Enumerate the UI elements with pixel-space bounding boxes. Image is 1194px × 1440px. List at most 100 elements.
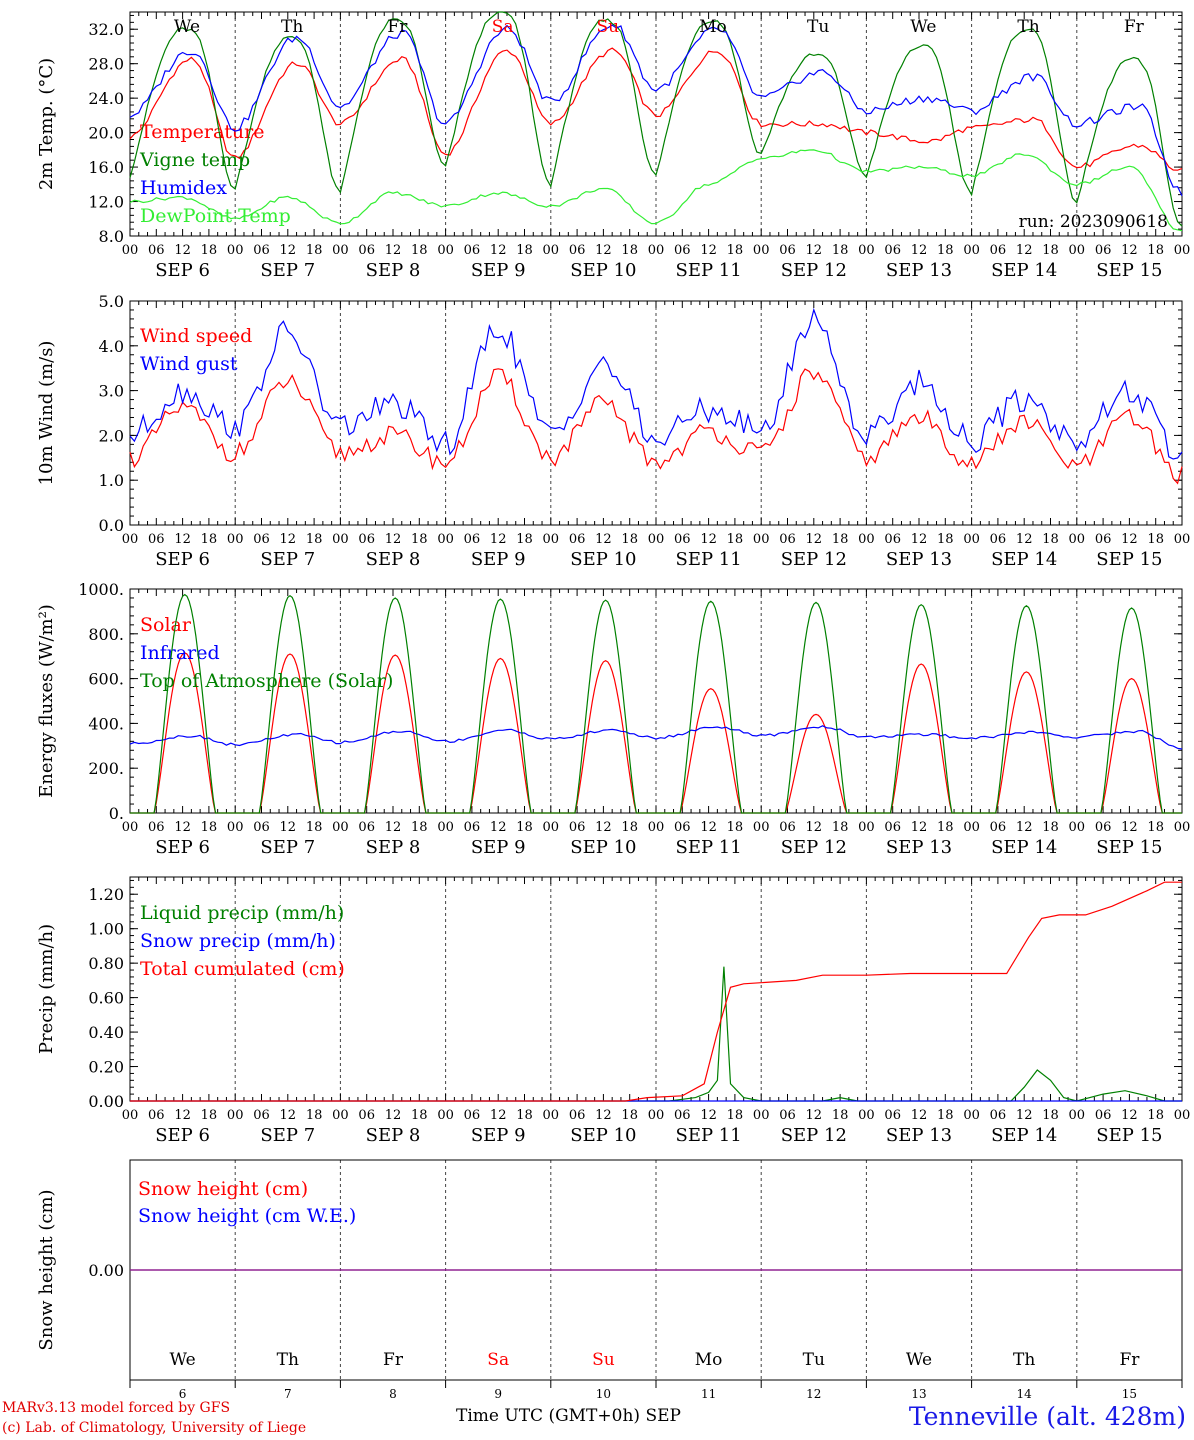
x-hour-label: 18: [937, 532, 954, 547]
x-hour-label: 00: [543, 1108, 560, 1123]
x-hour-label: 06: [884, 532, 901, 547]
x-date-label: SEP 14: [991, 549, 1057, 570]
x-hour-label: 12: [595, 1108, 612, 1123]
weekday-label-bottom: Th: [277, 1350, 299, 1370]
x-hour-label: 00: [122, 532, 139, 547]
day-number-label: 9: [494, 1387, 502, 1401]
y-tick-label: 12.0: [88, 193, 124, 212]
x-hour-label: 12: [911, 243, 928, 258]
day-number-label: 15: [1122, 1387, 1137, 1401]
x-hour-label: 12: [1121, 1108, 1138, 1123]
x-hour-label: 18: [411, 532, 428, 547]
legend-entry: Liquid precip (mm/h): [140, 902, 344, 924]
weekday-label-bottom: Fr: [383, 1350, 404, 1370]
x-hour-label: 12: [1121, 243, 1138, 258]
x-hour-label: 18: [832, 820, 849, 835]
x-hour-label: 12: [806, 532, 823, 547]
x-axis-month: SEP: [645, 1406, 681, 1426]
x-date-label: SEP 7: [260, 549, 315, 570]
weekday-label-top: Th: [281, 17, 303, 37]
x-hour-label: 00: [753, 820, 770, 835]
weekday-label-top: Mo: [699, 17, 727, 37]
x-date-label: SEP 6: [155, 837, 210, 858]
x-hour-label: 18: [832, 532, 849, 547]
y-tick-label: 0.00: [88, 1261, 124, 1280]
y-tick-label: 0.: [109, 804, 124, 823]
x-hour-label: 18: [621, 820, 638, 835]
weekday-label-bottom: We: [906, 1350, 932, 1370]
y-axis-label: 10m Wind (m/s): [36, 341, 57, 486]
day-number-label: 14: [1017, 1387, 1033, 1401]
x-hour-label: 12: [490, 820, 507, 835]
y-axis-label: Precip (mm/h): [36, 924, 57, 1054]
x-date-label: SEP 6: [155, 549, 210, 570]
x-date-label: SEP 8: [366, 549, 421, 570]
x-date-label: SEP 10: [570, 1125, 636, 1146]
y-tick-label: 1.20: [88, 885, 124, 904]
x-hour-label: 06: [148, 532, 165, 547]
series-line-liquid-precip-mm-h-: [130, 966, 1182, 1102]
x-hour-label: 00: [227, 1108, 244, 1123]
x-hour-label: 06: [990, 820, 1007, 835]
x-date-label: SEP 13: [886, 549, 952, 570]
weekday-label-top: We: [910, 17, 936, 37]
x-hour-label: 12: [280, 532, 297, 547]
x-hour-label: 00: [332, 1108, 349, 1123]
x-hour-label: 12: [700, 532, 717, 547]
legend-entry: Top of Atmosphere (Solar): [140, 670, 393, 692]
x-hour-label: 18: [1147, 532, 1164, 547]
x-hour-label: 18: [727, 1108, 744, 1123]
x-hour-label: 18: [411, 243, 428, 258]
x-hour-label: 12: [806, 1108, 823, 1123]
x-hour-label: 18: [727, 532, 744, 547]
x-date-label: SEP 13: [886, 837, 952, 858]
x-hour-label: 00: [1174, 243, 1191, 258]
x-hour-label: 00: [648, 532, 665, 547]
x-hour-label: 12: [174, 1108, 191, 1123]
weekday-label-top: We: [174, 17, 200, 37]
x-hour-label: 12: [174, 532, 191, 547]
x-hour-label: 18: [832, 243, 849, 258]
x-hour-label: 00: [227, 532, 244, 547]
y-tick-label: 0.60: [88, 989, 124, 1008]
series-line-infrared: [129, 725, 1183, 750]
x-hour-label: 00: [227, 243, 244, 258]
weekday-label-top: Fr: [387, 17, 408, 37]
x-hour-label: 18: [1042, 243, 1059, 258]
x-hour-label: 18: [937, 1108, 954, 1123]
x-hour-label: 00: [858, 820, 875, 835]
x-hour-label: 00: [648, 1108, 665, 1123]
x-hour-label: 00: [437, 532, 454, 547]
x-hour-label: 06: [464, 243, 481, 258]
x-date-label: SEP 15: [1096, 1125, 1162, 1146]
x-hour-label: 12: [385, 243, 402, 258]
x-hour-label: 00: [963, 1108, 980, 1123]
x-hour-label: 06: [674, 532, 691, 547]
x-axis-title-text: Time UTC (GMT+0h): [456, 1406, 641, 1426]
x-hour-label: 00: [1069, 532, 1086, 547]
y-tick-label: 1000.: [78, 580, 124, 599]
x-hour-label: 00: [332, 532, 349, 547]
weekday-label-bottom: Sa: [487, 1350, 509, 1370]
x-date-label: SEP 12: [781, 260, 847, 281]
x-date-label: SEP 12: [781, 549, 847, 570]
x-date-label: SEP 8: [366, 837, 421, 858]
legend-entry: Snow precip (mm/h): [140, 930, 336, 952]
x-hour-label: 06: [358, 243, 375, 258]
x-date-label: SEP 6: [155, 260, 210, 281]
x-hour-label: 00: [648, 820, 665, 835]
x-date-label: SEP 7: [260, 1125, 315, 1146]
x-date-label: SEP 12: [781, 1125, 847, 1146]
y-tick-label: 24.0: [88, 89, 124, 108]
x-hour-label: 06: [674, 1108, 691, 1123]
x-hour-label: 18: [516, 532, 533, 547]
x-hour-label: 12: [806, 243, 823, 258]
x-hour-label: 06: [990, 243, 1007, 258]
series-line-total-cumulated-cm-: [130, 881, 1182, 1102]
x-hour-label: 18: [201, 243, 218, 258]
x-hour-label: 18: [1147, 243, 1164, 258]
y-axis-label: 2m Temp. (°C): [36, 58, 57, 190]
x-hour-label: 18: [1042, 820, 1059, 835]
x-hour-label: 06: [779, 1108, 796, 1123]
